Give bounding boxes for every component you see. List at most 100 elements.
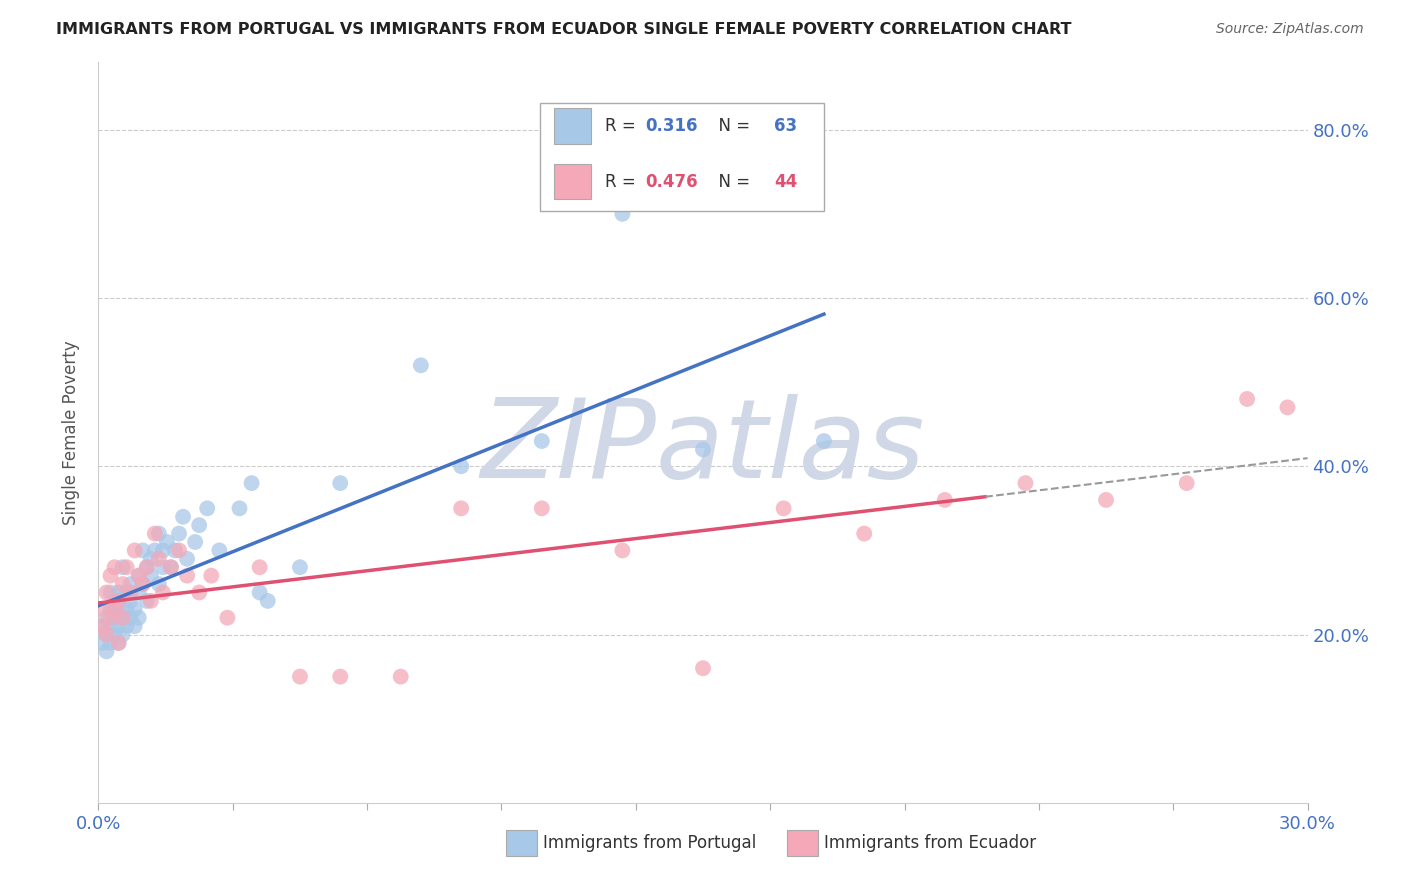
Point xyxy=(148,551,170,566)
Point xyxy=(143,543,166,558)
Point xyxy=(163,543,186,558)
Point xyxy=(103,602,125,616)
Point xyxy=(853,526,876,541)
Text: IMMIGRANTS FROM PORTUGAL VS IMMIGRANTS FROM ECUADOR SINGLE FEMALE POVERTY CORREL: IMMIGRANTS FROM PORTUGAL VS IMMIGRANTS F… xyxy=(56,22,1071,37)
Point xyxy=(160,560,183,574)
Point xyxy=(132,577,155,591)
Point xyxy=(176,551,198,566)
Point xyxy=(107,636,129,650)
Point xyxy=(176,568,198,582)
Point xyxy=(152,585,174,599)
Point xyxy=(1095,492,1118,507)
Text: R =: R = xyxy=(605,173,641,191)
Point xyxy=(160,560,183,574)
Point xyxy=(184,535,207,549)
Point xyxy=(100,636,122,650)
Point xyxy=(111,577,134,591)
Point xyxy=(120,610,142,624)
Point xyxy=(115,560,138,574)
Bar xyxy=(787,830,818,856)
Point xyxy=(91,602,114,616)
Point xyxy=(124,543,146,558)
Point xyxy=(91,619,114,633)
Point xyxy=(228,501,250,516)
Point xyxy=(135,560,157,574)
Point xyxy=(409,359,432,373)
Point xyxy=(249,560,271,574)
Point xyxy=(107,585,129,599)
Point xyxy=(100,610,122,624)
Point xyxy=(103,610,125,624)
Point xyxy=(143,526,166,541)
Bar xyxy=(506,830,537,856)
Point xyxy=(152,560,174,574)
Text: Immigrants from Portugal: Immigrants from Portugal xyxy=(543,834,756,852)
Point xyxy=(115,619,138,633)
Point xyxy=(128,568,150,582)
Point xyxy=(96,644,118,658)
Point xyxy=(100,619,122,633)
Point xyxy=(256,594,278,608)
Point xyxy=(200,568,222,582)
Point xyxy=(329,476,352,491)
Point xyxy=(208,543,231,558)
Point xyxy=(128,568,150,582)
Point xyxy=(450,501,472,516)
Bar xyxy=(554,108,591,144)
FancyBboxPatch shape xyxy=(540,103,824,211)
Point xyxy=(96,627,118,641)
Point xyxy=(612,543,634,558)
Point xyxy=(692,661,714,675)
Point xyxy=(148,526,170,541)
Point xyxy=(124,602,146,616)
Point xyxy=(135,594,157,608)
Point xyxy=(167,543,190,558)
Point xyxy=(115,602,138,616)
Point xyxy=(107,594,129,608)
Point xyxy=(813,434,835,448)
Point xyxy=(111,610,134,624)
Point xyxy=(132,577,155,591)
Point xyxy=(152,543,174,558)
Point xyxy=(692,442,714,457)
Point xyxy=(100,585,122,599)
Point xyxy=(100,568,122,582)
Point xyxy=(103,627,125,641)
Point xyxy=(139,568,162,582)
Point xyxy=(120,594,142,608)
Text: R =: R = xyxy=(605,117,641,135)
Point xyxy=(115,585,138,599)
Point xyxy=(107,636,129,650)
Point xyxy=(329,670,352,684)
Point xyxy=(195,501,218,516)
Bar xyxy=(554,164,591,200)
Point xyxy=(530,434,553,448)
Point xyxy=(530,501,553,516)
Point xyxy=(167,526,190,541)
Point xyxy=(450,459,472,474)
Text: 0.476: 0.476 xyxy=(645,173,697,191)
Point xyxy=(111,627,134,641)
Point xyxy=(103,560,125,574)
Point xyxy=(249,585,271,599)
Point xyxy=(1175,476,1198,491)
Point xyxy=(124,619,146,633)
Point xyxy=(135,560,157,574)
Point xyxy=(132,543,155,558)
Point xyxy=(128,610,150,624)
Point xyxy=(91,619,114,633)
Text: ZIPatlas: ZIPatlas xyxy=(481,394,925,501)
Point xyxy=(934,492,956,507)
Point xyxy=(107,619,129,633)
Text: Source: ZipAtlas.com: Source: ZipAtlas.com xyxy=(1216,22,1364,37)
Point xyxy=(1014,476,1036,491)
Text: 0.316: 0.316 xyxy=(645,117,697,135)
Point xyxy=(156,535,179,549)
Point xyxy=(111,610,134,624)
Point xyxy=(96,627,118,641)
Point xyxy=(772,501,794,516)
Point xyxy=(128,585,150,599)
Point xyxy=(120,585,142,599)
Text: Immigrants from Ecuador: Immigrants from Ecuador xyxy=(824,834,1036,852)
Point xyxy=(100,602,122,616)
